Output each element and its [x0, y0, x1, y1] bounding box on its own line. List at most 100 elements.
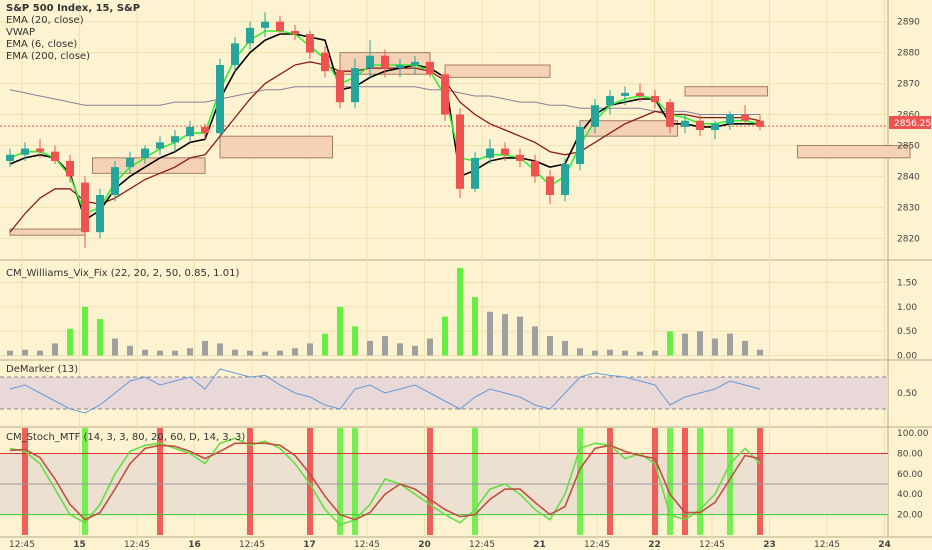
legend-vwap: VWAP	[6, 27, 35, 38]
ema200-line	[9, 86, 760, 115]
stoch-down-bar	[307, 428, 313, 535]
candle-body	[471, 157, 479, 189]
candle-body	[216, 65, 224, 134]
vix-title: CM_Williams_Vix_Fix (22, 20, 2, 50, 0.85…	[6, 268, 239, 279]
vix-bar	[622, 350, 628, 356]
vix-bar	[757, 349, 763, 356]
candle-body	[51, 151, 59, 161]
zone-box	[797, 144, 911, 159]
candle-body	[6, 154, 14, 161]
vix-bar	[217, 343, 223, 356]
candle-body	[36, 148, 44, 152]
candle-body	[546, 176, 554, 195]
candle-body	[231, 43, 239, 65]
vix-bar	[682, 333, 688, 356]
vix-bar	[607, 349, 613, 356]
vix-bar	[472, 297, 478, 356]
demarker-line	[9, 368, 761, 414]
price-tick-label: 2870	[897, 80, 920, 90]
vix-tick-label: 1.50	[897, 278, 917, 288]
candle-body	[171, 136, 179, 143]
stoch-tick-label: 60.00	[897, 470, 923, 480]
candle-body	[96, 195, 104, 233]
x-tick-label: 12:45	[814, 540, 840, 550]
candle-body	[606, 95, 614, 106]
stochastic	[0, 428, 888, 535]
candle-body	[336, 71, 344, 103]
vix-tick-label: 1.00	[897, 303, 917, 313]
zone-box	[684, 86, 768, 97]
vix-bar	[172, 350, 178, 356]
candle-body	[396, 65, 404, 69]
candle-body	[696, 120, 704, 130]
candle-body	[666, 102, 674, 127]
candle-body	[741, 114, 749, 121]
stoch-k-line	[9, 437, 761, 526]
vix-bar	[82, 306, 88, 356]
stoch-up-bar	[82, 428, 88, 535]
price-tick-label: 2860	[897, 111, 920, 121]
candle-body	[486, 148, 494, 158]
candle-body	[426, 61, 434, 75]
price-tick-label: 2820	[897, 234, 920, 244]
stoch-up-bar	[727, 428, 733, 535]
vix-bar	[517, 316, 523, 356]
vix-bar	[22, 349, 28, 356]
legend-ema200: EMA (200, close)	[6, 51, 90, 62]
demarker-title: DeMarker (13)	[6, 364, 78, 375]
vix-bar	[562, 340, 568, 356]
vix-bar	[247, 350, 253, 356]
vix-bar	[502, 314, 508, 356]
vix-bar	[727, 333, 733, 356]
x-tick-label: 17	[303, 540, 316, 550]
stoch-tick-label: 20.00	[897, 511, 923, 521]
x-tick-label: 12:45	[469, 540, 495, 550]
candle-body	[756, 120, 764, 127]
candle-body	[711, 123, 719, 130]
stoch-down-bar	[157, 428, 163, 535]
stoch-up-bar	[352, 428, 358, 535]
vix-bar	[442, 316, 448, 356]
vix-bar	[52, 343, 58, 356]
vix-bar	[352, 326, 358, 356]
candle-body	[201, 126, 209, 134]
candle-body	[441, 74, 449, 115]
zone-box	[219, 135, 333, 159]
last-price-badge	[889, 116, 931, 129]
vix-bar	[202, 340, 208, 356]
price-tick-label: 2840	[897, 172, 920, 182]
candle-body	[156, 142, 164, 149]
vix-bar	[652, 350, 658, 356]
price-tick-label: 2890	[897, 18, 920, 28]
x-tick-label: 12:45	[699, 540, 725, 550]
candle-body	[366, 55, 374, 69]
x-tick-label: 16	[188, 540, 201, 550]
x-tick-label: 12:45	[9, 540, 35, 550]
x-tick-label: 21	[533, 540, 546, 550]
candle-body	[81, 182, 89, 233]
candles	[6, 12, 764, 248]
vix-bar	[412, 345, 418, 356]
candle-body	[501, 148, 509, 155]
demarker-tick-label: 0.50	[897, 389, 917, 399]
x-tick-label: 23	[763, 540, 776, 550]
vix-bar	[712, 338, 718, 356]
vix-bar	[577, 348, 583, 356]
candle-body	[321, 52, 329, 72]
x-tick-label: 20	[418, 540, 431, 550]
vix-bar	[457, 267, 463, 356]
x-tick-label: 12:45	[124, 540, 150, 550]
candle-body	[186, 126, 194, 137]
candle-body	[621, 92, 629, 96]
candle-body	[636, 92, 644, 96]
vix-bar	[367, 340, 373, 356]
candle-body	[291, 30, 299, 35]
vix-bar	[262, 351, 268, 356]
candle-body	[456, 114, 464, 189]
candle-body	[576, 126, 584, 165]
vix-bar	[637, 351, 643, 356]
stoch-up-bar	[577, 428, 583, 535]
legend-ema20: EMA (20, close)	[6, 15, 84, 26]
vix-bar	[427, 338, 433, 356]
vix-bar	[547, 336, 553, 356]
